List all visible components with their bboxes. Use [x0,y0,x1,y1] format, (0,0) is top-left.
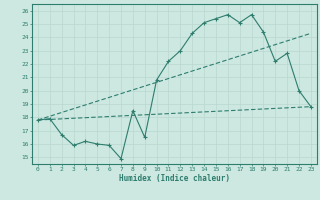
X-axis label: Humidex (Indice chaleur): Humidex (Indice chaleur) [119,174,230,183]
